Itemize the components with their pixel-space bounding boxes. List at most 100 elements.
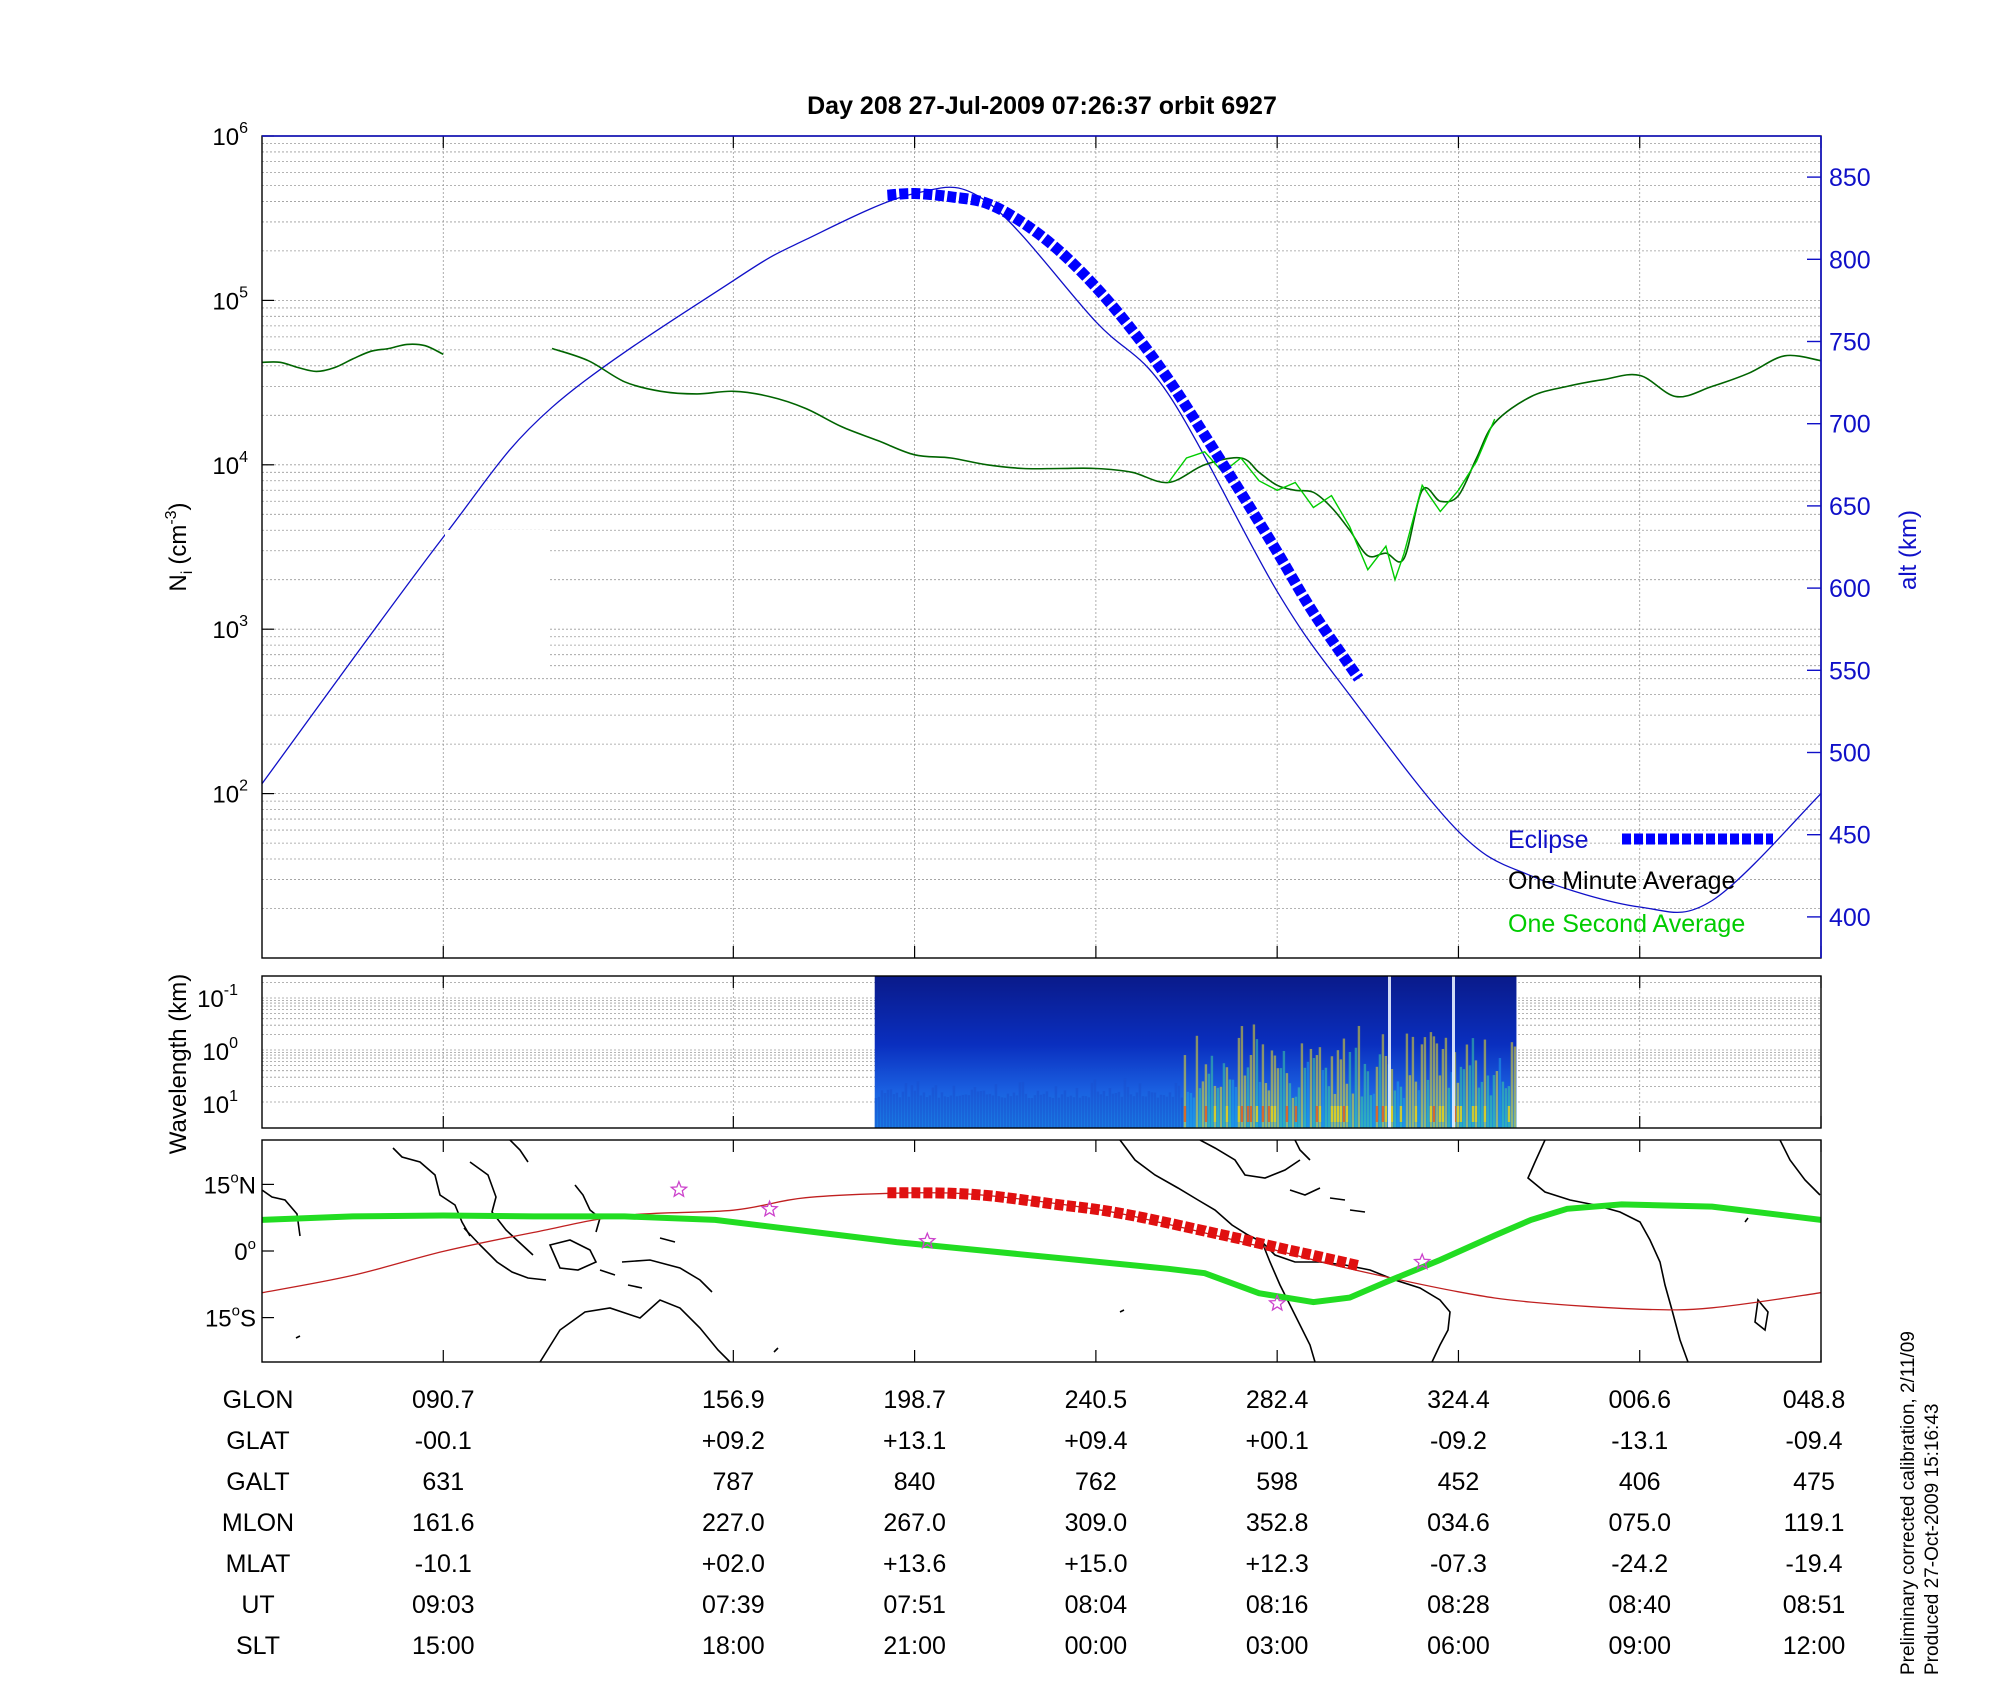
- spectrogram-streak: [907, 1096, 911, 1128]
- spectrogram-streak: [1138, 1083, 1142, 1128]
- altitude-series-line: [262, 186, 1821, 913]
- spectrogram-streak: [1354, 1047, 1358, 1128]
- spectrogram-image: [874, 976, 1517, 1128]
- spectrogram-streak: [1351, 1093, 1355, 1128]
- spectrogram-tick-exponent: 1: [229, 1088, 238, 1105]
- spectrogram-streak: [1510, 1042, 1514, 1128]
- spectrogram-hotspot: [1225, 1106, 1229, 1122]
- coastline-borneo: [548, 1239, 598, 1271]
- spectrogram-streak: [1009, 1096, 1013, 1128]
- density-tick-base: 10: [212, 782, 239, 809]
- coastline-africa: [1527, 1140, 1689, 1362]
- spectrogram-streak: [1210, 1055, 1214, 1128]
- spectrogram-streak: [1456, 1082, 1460, 1128]
- spectrogram-streak: [1108, 1088, 1112, 1128]
- spectrogram-streak: [1021, 1081, 1025, 1128]
- spectrogram-streak: [1471, 1038, 1475, 1128]
- spectrogram-streak: [1159, 1094, 1163, 1128]
- latitude-tick-degree-sign: o: [230, 1169, 238, 1186]
- spectrogram-streak: [1255, 1039, 1259, 1128]
- spectrogram-hotspot: [1318, 1106, 1322, 1122]
- spectrogram-streak: [1300, 1043, 1304, 1128]
- station-star-marker: [1412, 1252, 1432, 1271]
- spectrogram-streak: [1249, 1055, 1253, 1128]
- table-cell: 475: [1793, 1468, 1835, 1496]
- latitude-tick-hemisphere: N: [239, 1172, 256, 1199]
- density-tick-base: 10: [212, 124, 239, 151]
- map-frame: [261, 1139, 1822, 1363]
- latitude-tick-degrees: 15: [205, 1306, 232, 1333]
- density-tick-label: 102: [212, 778, 248, 809]
- table-row-label: GLON: [223, 1386, 294, 1414]
- spectrogram-streak: [934, 1085, 938, 1128]
- table-cell: 12:00: [1783, 1632, 1846, 1660]
- spectrogram-streak: [1135, 1092, 1139, 1128]
- spectrogram-streak: [1408, 1075, 1412, 1128]
- spectrogram-hotspot: [1381, 1106, 1385, 1122]
- spectrogram-streak: [1414, 1081, 1418, 1128]
- spectrogram-streak: [955, 1096, 959, 1128]
- table-cell: -24.2: [1611, 1550, 1668, 1578]
- table-cell: 08:51: [1783, 1591, 1846, 1619]
- spectrogram-streak: [943, 1096, 947, 1128]
- spectrogram-streak: [1033, 1095, 1037, 1128]
- one-minute-average-line-segment-1: [262, 343, 444, 373]
- table-cell: 21:00: [883, 1632, 946, 1660]
- density-tick-base: 10: [212, 288, 239, 315]
- eclipse-series-line: [886, 187, 1364, 682]
- spectrogram-streak: [1489, 1095, 1493, 1128]
- spectrogram-streak: [1375, 1066, 1379, 1128]
- spectrogram-streak: [1216, 1087, 1220, 1128]
- spectrogram-streak: [1339, 1059, 1343, 1128]
- spectrogram-hotspot: [1237, 1106, 1241, 1122]
- spectrogram-streak: [1417, 1090, 1421, 1128]
- legend-eclipse-label: Eclipse: [1508, 826, 1589, 854]
- one-minute-average-line-segment-2: [551, 347, 1821, 563]
- spectrogram-streak: [1012, 1092, 1016, 1128]
- spectrogram-streak: [1075, 1087, 1079, 1128]
- spectrogram-hotspot: [1267, 1106, 1271, 1122]
- spectrogram-streak: [1129, 1094, 1133, 1128]
- table-cell: 352.8: [1246, 1509, 1309, 1537]
- density-tick-label: 104: [212, 449, 248, 480]
- spectrogram-streak: [910, 1085, 914, 1128]
- spectrogram-streak: [1030, 1097, 1034, 1128]
- altitude-tick-label: 400: [1829, 904, 1871, 932]
- spectrogram-streak: [916, 1081, 920, 1128]
- spectrogram-streak: [1192, 1097, 1196, 1128]
- spectrogram-hotspot: [1441, 1106, 1445, 1122]
- spectrogram-streak: [1051, 1097, 1055, 1128]
- spectrogram-streak: [1201, 1081, 1205, 1128]
- latitude-tick-degree-sign: o: [232, 1303, 240, 1320]
- latitude-tick-hemisphere: S: [240, 1306, 256, 1333]
- spectrogram-streak: [1237, 1037, 1241, 1128]
- spectrogram-streak: [892, 1094, 896, 1128]
- footer-note-line2: Produced 27-Oct-2009 15:16:43: [1922, 1404, 1943, 1675]
- spectrogram-hotspot: [1459, 1106, 1463, 1122]
- spectrogram-streak: [991, 1095, 995, 1128]
- spectrogram-streak: [1207, 1073, 1211, 1128]
- spectrogram-streak: [1396, 1081, 1400, 1128]
- table-cell: 240.5: [1065, 1386, 1128, 1414]
- spectrogram-streak: [1393, 1090, 1397, 1128]
- table-cell: +09.4: [1064, 1427, 1127, 1455]
- table-cell: -09.2: [1430, 1427, 1487, 1455]
- spectrogram-streak: [1081, 1095, 1085, 1128]
- spectrogram-streak: [1285, 1073, 1289, 1128]
- spectrogram-streak: [928, 1095, 932, 1128]
- spectrogram-streak: [985, 1094, 989, 1128]
- station-stars: [669, 1179, 1432, 1312]
- table-cell: 267.0: [883, 1509, 946, 1537]
- spectrogram-streak: [1240, 1026, 1244, 1128]
- spectrogram-streak: [1243, 1075, 1247, 1128]
- spectrogram-streak: [1087, 1097, 1091, 1128]
- spectrogram-streak: [895, 1092, 899, 1128]
- spectrogram-streak: [1426, 1079, 1430, 1128]
- spectrogram-streak: [1474, 1060, 1478, 1128]
- altitude-tick-label: 600: [1829, 575, 1871, 603]
- spectrogram-streak: [1498, 1058, 1502, 1128]
- spectrogram-streak: [1420, 1044, 1424, 1128]
- density-axis-label: Ni (cm-3): [163, 502, 196, 591]
